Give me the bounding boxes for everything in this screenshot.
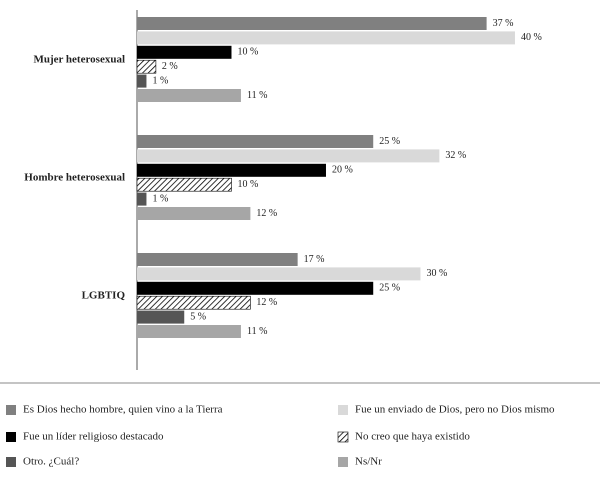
- value-label: 40 %: [521, 32, 542, 43]
- value-label: 20 %: [332, 165, 353, 176]
- legend-swatch: [338, 457, 348, 467]
- value-label: 11 %: [247, 326, 267, 337]
- bar: [137, 17, 487, 30]
- bar: [137, 149, 440, 163]
- value-label: 2 %: [162, 61, 178, 72]
- legend-label: Fue un enviado de Dios, pero no Dios mis…: [355, 404, 555, 416]
- value-label: 10 %: [237, 47, 258, 58]
- category-label: LGBTIQ: [82, 290, 126, 302]
- bar: [137, 325, 241, 338]
- bar: [137, 135, 374, 148]
- category-label: Mujer heterosexual: [33, 54, 125, 66]
- value-label: 12 %: [256, 208, 277, 219]
- value-label: 17 %: [304, 254, 325, 265]
- legend-swatch: [6, 457, 16, 467]
- bar: [137, 31, 515, 45]
- legend-swatch: [338, 405, 348, 415]
- value-label: 10 %: [237, 179, 258, 190]
- bar: [137, 207, 251, 220]
- legend-label: Fue un líder religioso destacado: [23, 431, 164, 443]
- bar: [136, 59, 157, 74]
- bar: [137, 253, 298, 266]
- value-label: 5 %: [190, 311, 206, 322]
- value-label: 12 %: [256, 297, 277, 308]
- value-label: 32 %: [445, 150, 466, 161]
- bar: [136, 177, 232, 192]
- bar: [137, 163, 326, 177]
- value-label: 30 %: [426, 268, 447, 279]
- bar: [137, 192, 147, 206]
- bar: [137, 267, 421, 281]
- bar: [137, 310, 185, 324]
- value-label: 11 %: [247, 90, 267, 101]
- category-label: Hombre heterosexual: [24, 172, 125, 184]
- legend-swatch: [6, 405, 16, 415]
- value-label: 25 %: [379, 136, 400, 147]
- value-label: 1 %: [152, 193, 168, 204]
- bar: [137, 89, 241, 102]
- legend-label: No creo que haya existido: [355, 431, 470, 443]
- legend-label: Ns/Nr: [355, 456, 382, 468]
- legend-swatch: [337, 431, 349, 443]
- bar: [137, 281, 374, 295]
- value-label: 37 %: [493, 18, 514, 29]
- legend-label: Otro. ¿Cuál?: [23, 456, 79, 468]
- bar: [136, 295, 251, 310]
- legend-swatch: [6, 432, 16, 442]
- bar: [137, 45, 232, 59]
- value-label: 1 %: [152, 75, 168, 86]
- legend-label: Es Dios hecho hombre, quien vino a la Ti…: [23, 404, 223, 416]
- bar: [137, 74, 147, 88]
- value-label: 25 %: [379, 283, 400, 294]
